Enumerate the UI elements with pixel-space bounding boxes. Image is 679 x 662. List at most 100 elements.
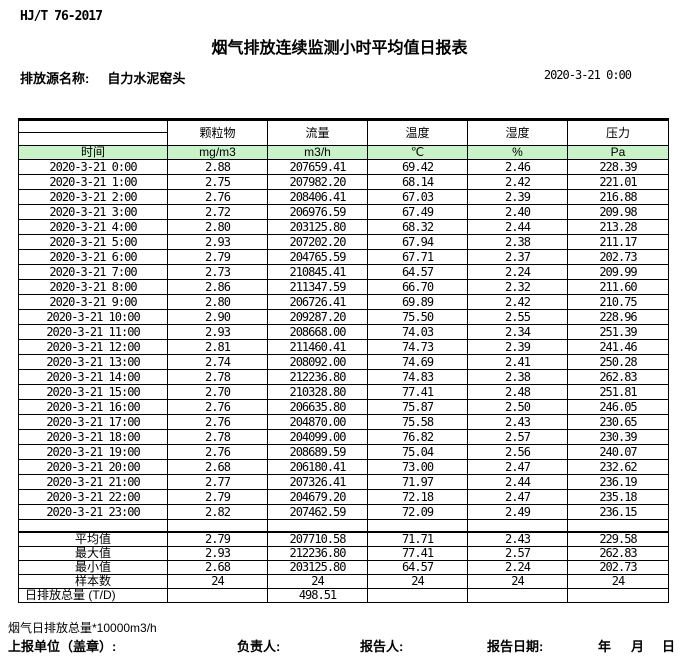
summary-value-cell <box>367 587 468 603</box>
value-cell: 2.40 <box>467 204 568 220</box>
value-cell: 216.88 <box>567 189 669 205</box>
value-cell: 67.71 <box>367 249 468 265</box>
value-cell: 2.39 <box>467 189 568 205</box>
spacer-cell <box>167 519 268 532</box>
summary-row: 日排放总量 (T/D) 498.51 <box>18 587 669 603</box>
value-cell: 74.73 <box>367 339 468 355</box>
time-cell: 2020-3-21 7:00 <box>18 264 168 280</box>
time-cell: 2020-3-21 8:00 <box>18 279 168 295</box>
value-cell: 73.00 <box>367 459 468 475</box>
reporter-label: 报告人: <box>360 639 404 654</box>
value-cell: 221.01 <box>567 174 669 190</box>
value-cell: 2.75 <box>167 174 268 190</box>
value-cell: 207326.41 <box>267 474 368 490</box>
value-cell: 2.79 <box>167 249 268 265</box>
value-cell: 206635.80 <box>267 399 368 415</box>
value-cell: 241.46 <box>567 339 669 355</box>
time-cell: 2020-3-21 5:00 <box>18 234 168 250</box>
value-cell: 204765.59 <box>267 249 368 265</box>
value-cell: 64.57 <box>367 264 468 280</box>
summary-value-cell: 24 <box>267 573 368 589</box>
value-cell: 206180.41 <box>267 459 368 475</box>
value-cell: 210328.80 <box>267 384 368 400</box>
table-row: 2020-3-21 18:00 2.78 204099.00 76.82 2.57 230… <box>18 429 669 445</box>
summary-value-cell: 2.43 <box>467 530 568 547</box>
value-cell: 202.73 <box>567 249 669 265</box>
units-row: 时间 mg/m3 m3/h ℃% Pa <box>18 145 669 160</box>
value-cell: 262.83 <box>567 369 669 385</box>
value-cell: 2.86 <box>167 279 268 295</box>
summary-value-cell: 202.73 <box>567 559 669 575</box>
value-cell: 2.37 <box>467 249 568 265</box>
column-header-3: 温度 <box>367 119 468 146</box>
time-cell: 2020-3-21 2:00 <box>18 189 168 205</box>
table-row: 2020-3-21 13:00 2.74 208092.00 74.69 2.41 250… <box>18 354 669 370</box>
value-cell: 72.18 <box>367 489 468 505</box>
value-cell: 207659.41 <box>267 159 368 175</box>
value-cell: 67.03 <box>367 189 468 205</box>
summary-value-cell <box>567 587 669 603</box>
value-cell: 67.94 <box>367 234 468 250</box>
spacer-row <box>18 519 669 532</box>
value-cell: 204870.00 <box>267 414 368 430</box>
column-header-2: 流量 <box>267 119 368 146</box>
summary-value-cell: 2.93 <box>167 545 268 561</box>
value-cell: 2.48 <box>467 384 568 400</box>
standard-number: HJ/T 76-2017 <box>20 9 103 24</box>
value-cell: 2.78 <box>167 369 268 385</box>
value-cell: 2.82 <box>167 504 268 520</box>
value-cell: 68.14 <box>367 174 468 190</box>
value-cell: 246.05 <box>567 399 669 415</box>
table-row: 2020-3-21 8:00 2.86 211347.59 66.70 2.32 211.… <box>18 279 669 295</box>
year-label: 年 <box>598 639 612 654</box>
source-name-value: 自力水泥窑头 <box>107 71 186 86</box>
time-cell: 2020-3-21 19:00 <box>18 444 168 460</box>
value-cell: 232.62 <box>567 459 669 475</box>
time-cell: 2020-3-21 13:00 <box>18 354 168 370</box>
time-cell: 2020-3-21 21:00 <box>18 474 168 490</box>
summary-value-cell: 64.57 <box>367 559 468 575</box>
column-header-5: 压力 <box>567 119 669 146</box>
value-cell: 2.72 <box>167 204 268 220</box>
value-cell: 2.88 <box>167 159 268 175</box>
value-cell: 2.24 <box>467 264 568 280</box>
time-cell: 2020-3-21 16:00 <box>18 399 168 415</box>
spacer-cell <box>467 519 568 532</box>
value-cell: 2.56 <box>467 444 568 460</box>
value-cell: 2.76 <box>167 399 268 415</box>
time-cell: 2020-3-21 6:00 <box>18 249 168 265</box>
total-emission-note: 烟气日排放总量*10000m3/h <box>8 621 157 635</box>
value-cell: 67.49 <box>367 204 468 220</box>
value-cell: 207982.20 <box>267 174 368 190</box>
summary-row: 样本数 24 24 24 24 24 <box>18 573 669 589</box>
value-cell: 2.38 <box>467 234 568 250</box>
value-cell: 228.96 <box>567 309 669 325</box>
value-cell: 2.42 <box>467 294 568 310</box>
time-cell: 2020-3-21 4:00 <box>18 219 168 235</box>
report-datetime: 2020-3-21 0:00 <box>543 68 632 82</box>
unit-cell-3: ℃ <box>367 145 468 160</box>
table-row: 2020-3-21 7:00 2.73 210845.41 64.57 2.24 209.… <box>18 264 669 280</box>
table-row: 2020-3-21 12:00 2.81 211460.41 74.73 2.39 241… <box>18 339 669 355</box>
summary-label: 日排放总量 (T/D) <box>18 587 168 603</box>
report-table: 颗粒物 流量 温度 湿度 压力 时间 mg/m3 m3/h ℃% Pa 2020-3-21 0:00… <box>18 118 669 603</box>
value-cell: 2.47 <box>467 489 568 505</box>
value-cell: 2.50 <box>467 399 568 415</box>
value-cell: 209.98 <box>567 204 669 220</box>
value-cell: 2.57 <box>467 429 568 445</box>
value-cell: 2.81 <box>167 339 268 355</box>
value-cell: 210.75 <box>567 294 669 310</box>
value-cell: 209.99 <box>567 264 669 280</box>
value-cell: 240.07 <box>567 444 669 460</box>
spacer-cell <box>567 519 669 532</box>
value-cell: 2.80 <box>167 219 268 235</box>
time-cell: 2020-3-21 20:00 <box>18 459 168 475</box>
table-row: 2020-3-21 4:00 2.80 203125.80 68.32 2.44 213.… <box>18 219 669 235</box>
value-cell: 2.43 <box>467 414 568 430</box>
time-cell: 2020-3-21 0:00 <box>18 159 168 175</box>
value-cell: 211.60 <box>567 279 669 295</box>
time-cell: 2020-3-21 1:00 <box>18 174 168 190</box>
value-cell: 228.39 <box>567 159 669 175</box>
value-cell: 213.28 <box>567 219 669 235</box>
value-cell: 68.32 <box>367 219 468 235</box>
